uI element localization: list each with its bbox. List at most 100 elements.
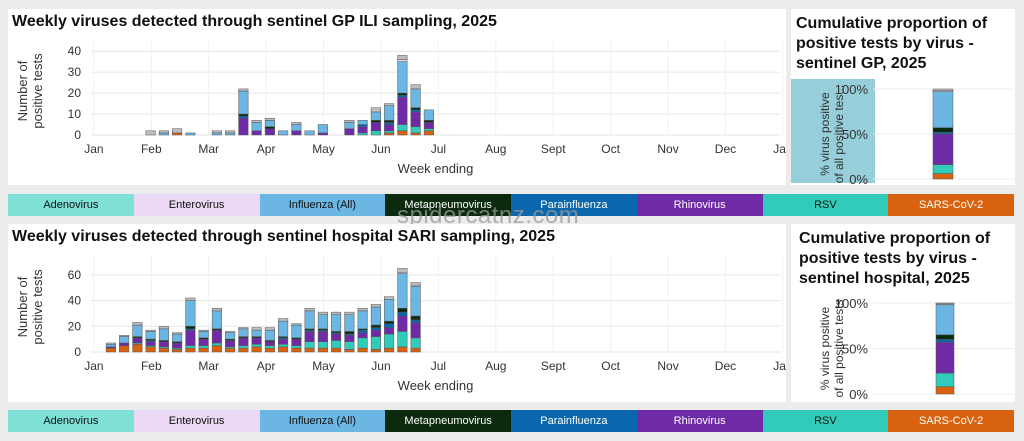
x-tick-label: Feb	[141, 359, 162, 373]
y-tick-label: 0	[74, 345, 81, 359]
bar-segment-rhinovirus	[331, 333, 342, 341]
bar-segment-rhinovirus	[357, 126, 368, 134]
bar-segment-rhinovirus	[397, 97, 408, 125]
bar-segment-other	[185, 297, 196, 301]
legend-item-adenovirus: Adenovirus	[8, 410, 134, 432]
x-tick-label: Nov	[657, 142, 678, 156]
bar-segment-influenza-all	[344, 122, 355, 129]
cumulative-segment-rsv	[932, 164, 954, 174]
x-tick-label: Oct	[601, 142, 620, 156]
bar-segment-sars-cov-2	[291, 347, 302, 353]
bar-segment-other	[145, 329, 156, 332]
bar-segment-influenza-all	[264, 120, 275, 127]
bar-segment-other	[211, 308, 222, 312]
bar-segment-rsv	[423, 128, 434, 132]
bar-segment-other	[238, 88, 249, 92]
bar-segment-influenza-all	[132, 324, 143, 337]
legend-item-adenovirus: Adenovirus	[8, 194, 134, 216]
bar-week	[211, 130, 222, 136]
bar-segment-metapneumovirus	[384, 320, 395, 324]
bar-segment-sars-cov-2	[344, 349, 355, 353]
bar-segment-sars-cov-2	[410, 347, 421, 353]
legend-item-parainfluenza: Parainfluenza	[511, 410, 637, 432]
bar-week	[317, 311, 328, 353]
x-tick-label: Jan	[773, 359, 786, 373]
bar-segment-metapneumovirus	[264, 126, 275, 129]
bar-segment-influenza-all	[410, 88, 421, 109]
bar-segment-influenza-all	[317, 314, 328, 330]
bar-segment-sars-cov-2	[185, 347, 196, 353]
bar-segment-other	[384, 103, 395, 106]
bar-segment-rsv	[304, 341, 315, 349]
gp-cumulative-chart: 0% 50% 100%% virus positiveof all positive…	[791, 79, 1013, 187]
bar-segment-sars-cov-2	[105, 347, 116, 353]
x-tick-label: Feb	[141, 142, 162, 156]
bar-segment-sars-cov-2	[119, 345, 130, 353]
bar-segment-influenza-all	[251, 329, 262, 337]
bar-segment-influenza-all	[225, 132, 236, 136]
bar-segment-other	[132, 322, 143, 326]
bar-week	[119, 335, 130, 353]
x-axis-label: Week ending	[398, 161, 474, 176]
bar-segment-influenza-all	[158, 132, 169, 136]
bar-segment-other	[172, 128, 183, 134]
bar-segment-influenza-all	[357, 310, 368, 330]
bar-segment-other	[291, 122, 302, 125]
bar-segment-influenza-all	[264, 329, 275, 341]
y-tick-label: 50%	[842, 342, 868, 357]
cumulative-y-axis-label: % virus positiveof all positive tests	[818, 299, 846, 397]
bar-segment-metapneumovirus	[370, 120, 381, 123]
bar-segment-rhinovirus	[251, 337, 262, 345]
bar-segment-influenza-all	[357, 120, 368, 125]
y-axis-label-line2: positive tests	[30, 269, 45, 345]
bar-segment-influenza-all	[410, 286, 421, 317]
bar-segment-other	[225, 331, 236, 333]
x-axis-label: Week ending	[398, 378, 474, 393]
bar-segment-sars-cov-2	[211, 345, 222, 353]
x-tick-label: Mar	[198, 359, 219, 373]
x-tick-label: Apr	[257, 359, 276, 373]
bar-segment-other	[198, 329, 209, 332]
bar-segment-sars-cov-2	[423, 130, 434, 136]
bar-segment-other	[397, 268, 408, 273]
bar-segment-rhinovirus	[304, 331, 315, 342]
bar-segment-sars-cov-2	[172, 132, 183, 136]
bar-week	[251, 120, 262, 136]
bar-segment-metapneumovirus	[384, 120, 395, 123]
bar-segment-influenza-all	[225, 332, 236, 340]
bar-segment-other	[158, 326, 169, 330]
x-tick-label: Oct	[601, 359, 620, 373]
bar-segment-influenza-all	[370, 111, 381, 121]
bar-week	[172, 332, 183, 353]
bar-week	[291, 122, 302, 136]
bar-week	[198, 329, 209, 353]
bar-segment-rhinovirus	[132, 337, 143, 344]
cumulative-segment-influenza-all	[932, 91, 954, 128]
bar-segment-rsv	[384, 130, 395, 134]
y-axis-label-line2: positive tests	[30, 53, 45, 129]
bar-segment-rsv	[238, 345, 249, 349]
bar-segment-metapneumovirus	[185, 326, 196, 330]
bar-segment-rhinovirus	[172, 342, 183, 349]
axis-highlight	[791, 79, 875, 183]
bar-segment-influenza-all	[278, 130, 289, 136]
bar-segment-influenza-all	[238, 328, 249, 337]
bar-segment-other	[357, 308, 368, 312]
bar-segment-influenza-all	[251, 122, 262, 132]
x-tick-label: Sept	[541, 142, 566, 156]
bar-segment-other	[317, 311, 328, 315]
gp-cumulative-title: Cumulative proportion of positive tests …	[796, 15, 988, 72]
bar-segment-parainfluenza	[410, 109, 421, 113]
bar-segment-parainfluenza	[357, 329, 368, 333]
bar-segment-sars-cov-2	[384, 132, 395, 136]
bar-segment-influenza-all	[158, 328, 169, 341]
bar-segment-sars-cov-2	[145, 346, 156, 353]
bar-segment-rhinovirus	[291, 338, 302, 346]
cumulative-segment-metapneumovirus	[935, 334, 955, 340]
bar-week	[344, 120, 355, 136]
gp-chart-panel: Weekly viruses detected through sentinel…	[8, 9, 793, 185]
bar-week	[357, 308, 368, 353]
x-tick-label: Aug	[485, 359, 506, 373]
bar-week	[410, 282, 421, 353]
y-tick-label: 100%	[835, 296, 869, 311]
